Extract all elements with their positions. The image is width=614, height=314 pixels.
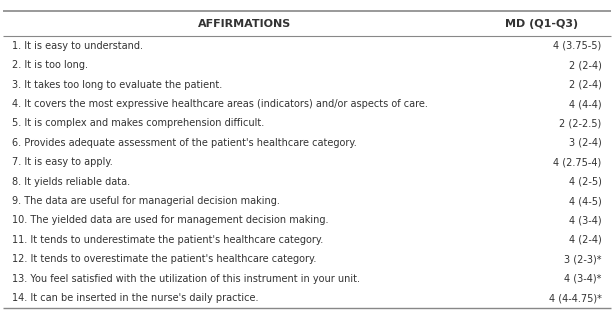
Text: 4 (3-4)*: 4 (3-4)* [564, 273, 602, 284]
Text: 4 (2.75-4): 4 (2.75-4) [553, 157, 602, 167]
Text: 4 (4-5): 4 (4-5) [569, 196, 602, 206]
Text: 2 (2-4): 2 (2-4) [569, 80, 602, 90]
Text: 3 (2-3)*: 3 (2-3)* [564, 254, 602, 264]
Text: 3. It takes too long to evaluate the patient.: 3. It takes too long to evaluate the pat… [12, 80, 222, 90]
Text: 2 (2-2.5): 2 (2-2.5) [559, 118, 602, 128]
Text: 8. It yields reliable data.: 8. It yields reliable data. [12, 177, 130, 187]
Text: 12. It tends to overestimate the patient's healthcare category.: 12. It tends to overestimate the patient… [12, 254, 317, 264]
Text: 11. It tends to underestimate the patient's healthcare category.: 11. It tends to underestimate the patien… [12, 235, 324, 245]
Text: 3 (2-4): 3 (2-4) [569, 138, 602, 148]
Text: 7. It is easy to apply.: 7. It is easy to apply. [12, 157, 113, 167]
Text: MD (Q1-Q3): MD (Q1-Q3) [505, 19, 578, 29]
Text: 10. The yielded data are used for management decision making.: 10. The yielded data are used for manage… [12, 215, 328, 225]
Text: AFFIRMATIONS: AFFIRMATIONS [198, 19, 290, 29]
Text: 4. It covers the most expressive healthcare areas (indicators) and/or aspects of: 4. It covers the most expressive healthc… [12, 99, 428, 109]
Text: 14. It can be inserted in the nurse's daily practice.: 14. It can be inserted in the nurse's da… [12, 293, 258, 303]
Text: 1. It is easy to understand.: 1. It is easy to understand. [12, 41, 143, 51]
Text: 4 (2-4): 4 (2-4) [569, 235, 602, 245]
Text: 2 (2-4): 2 (2-4) [569, 60, 602, 70]
Text: 4 (4-4.75)*: 4 (4-4.75)* [549, 293, 602, 303]
Text: 2. It is too long.: 2. It is too long. [12, 60, 88, 70]
Text: 4 (3.75-5): 4 (3.75-5) [553, 41, 602, 51]
Text: 9. The data are useful for managerial decision making.: 9. The data are useful for managerial de… [12, 196, 280, 206]
Text: 5. It is complex and makes comprehension difficult.: 5. It is complex and makes comprehension… [12, 118, 265, 128]
Text: 4 (3-4): 4 (3-4) [569, 215, 602, 225]
Text: 4 (2-5): 4 (2-5) [569, 177, 602, 187]
Text: 4 (4-4): 4 (4-4) [569, 99, 602, 109]
Text: 13. You feel satisfied with the utilization of this instrument in your unit.: 13. You feel satisfied with the utilizat… [12, 273, 360, 284]
Text: 6. Provides adequate assessment of the patient's healthcare category.: 6. Provides adequate assessment of the p… [12, 138, 357, 148]
